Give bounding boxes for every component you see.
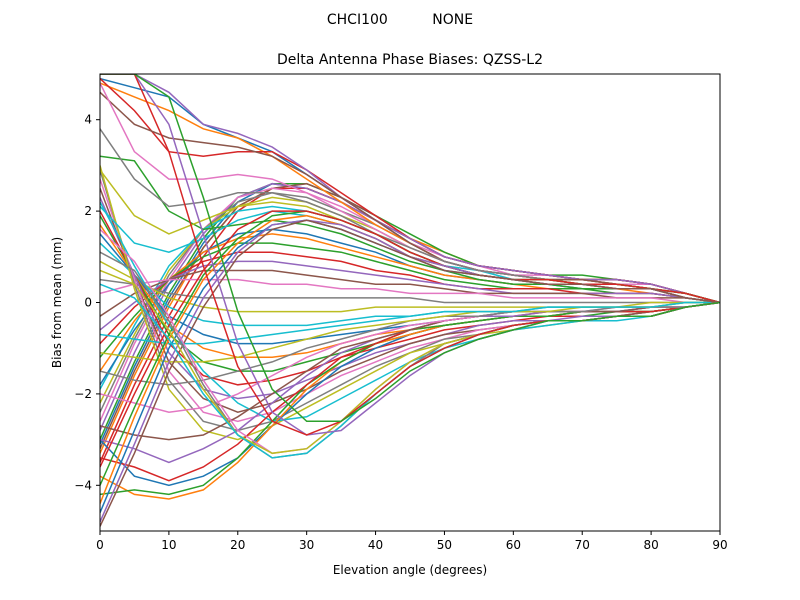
- series-line-45: [100, 74, 720, 304]
- x-tick-label: 30: [299, 538, 314, 552]
- x-tick-label: 70: [575, 538, 590, 552]
- x-axis: 0 10 20 30 40 50 60 70 80 90: [96, 531, 728, 552]
- series-line-54: [100, 210, 720, 468]
- y-tick-label: 0: [84, 296, 92, 310]
- x-tick-label: 50: [437, 538, 452, 552]
- x-axis-label: Elevation angle (degrees): [333, 563, 487, 577]
- x-tick-label: 40: [368, 538, 383, 552]
- series-line-56: [100, 219, 720, 527]
- x-tick-label: 90: [712, 538, 727, 552]
- x-tick-label: 10: [161, 538, 176, 552]
- y-axis: −4 −2 0 2 4: [74, 113, 100, 492]
- x-tick-label: 20: [230, 538, 245, 552]
- series-line-63: [100, 74, 720, 423]
- series-line-36: [100, 301, 720, 441]
- y-axis-label: Bias from mean (mm): [50, 237, 64, 368]
- series-lines: [100, 74, 720, 527]
- x-tick-label: 60: [506, 538, 521, 552]
- y-tick-label: −2: [74, 387, 92, 401]
- y-tick-label: 4: [84, 113, 92, 127]
- chart-title: Delta Antenna Phase Biases: QZSS-L2: [277, 52, 543, 68]
- x-tick-label: 0: [96, 538, 104, 552]
- series-line-40: [100, 301, 720, 345]
- y-tick-label: −4: [74, 478, 92, 492]
- y-tick-label: 2: [84, 204, 92, 218]
- x-tick-label: 80: [643, 538, 658, 552]
- figure-suptitle: CHCI100 NONE: [327, 12, 473, 28]
